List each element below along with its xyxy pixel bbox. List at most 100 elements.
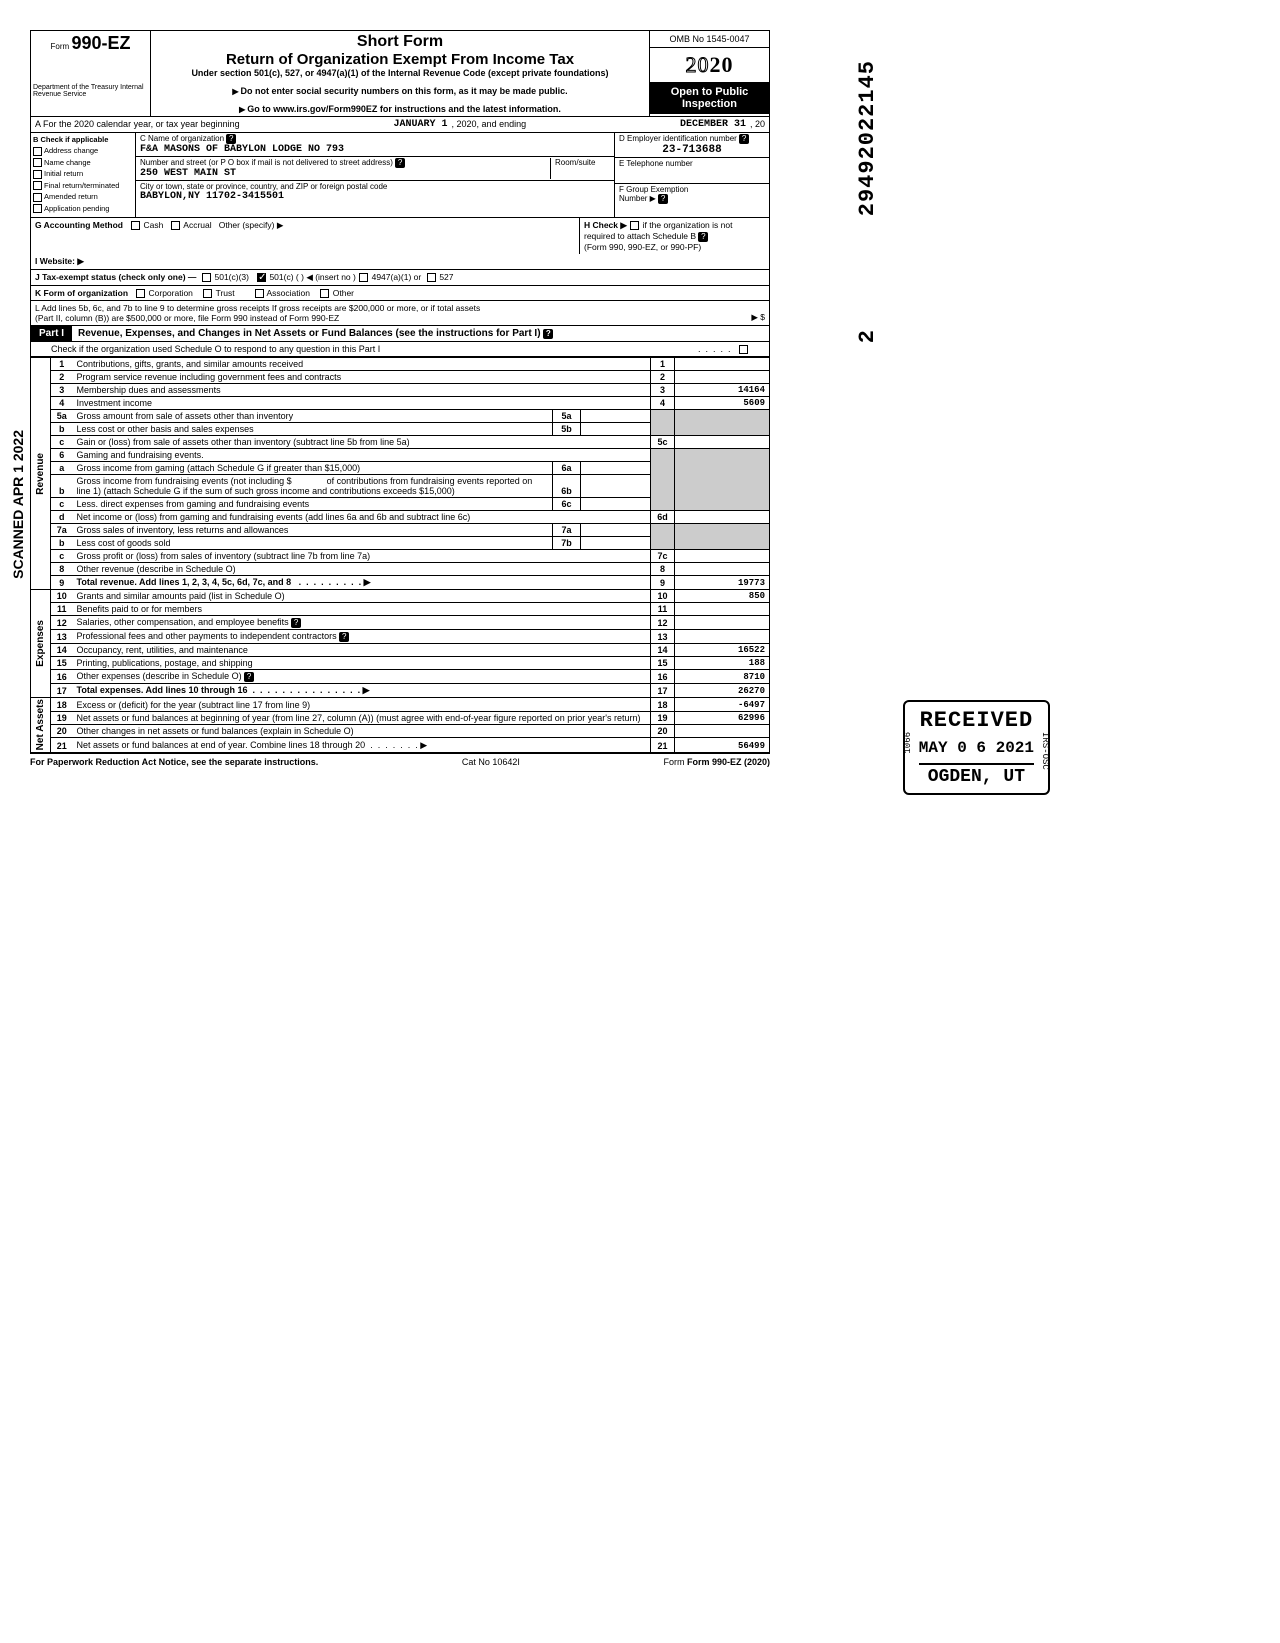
part1-label: Part I bbox=[31, 326, 72, 341]
chk-4947[interactable] bbox=[359, 273, 368, 282]
line-21: 21Net assets or fund balances at end of … bbox=[31, 738, 770, 752]
line-9: 9 Total revenue. Add lines 1, 2, 3, 4, 5… bbox=[31, 576, 770, 590]
warn-ssn: Do not enter social security numbers on … bbox=[241, 86, 568, 96]
warn-url: Go to www.irs.gov/Form990EZ for instruct… bbox=[247, 104, 561, 114]
help-icon[interactable]: ? bbox=[739, 134, 749, 144]
chk-amended-return[interactable] bbox=[33, 193, 42, 202]
line-7c: c Gross profit or (loss) from sales of i… bbox=[31, 550, 770, 563]
chk-501c-checked[interactable] bbox=[257, 273, 266, 282]
chk-name-change[interactable] bbox=[33, 158, 42, 167]
scanned-stamp-vertical: SCANNED APR 1 2022 bbox=[10, 430, 26, 579]
row-i-website: I Website: ▶ bbox=[30, 254, 770, 270]
help-icon[interactable]: ? bbox=[658, 194, 668, 204]
line-2: 2 Program service revenue including gove… bbox=[31, 371, 770, 384]
dept-treasury: Department of the Treasury Internal Reve… bbox=[33, 84, 148, 98]
line-20: 20Other changes in net assets or fund ba… bbox=[31, 724, 770, 737]
header-mid: Short Form Return of Organization Exempt… bbox=[151, 31, 649, 116]
chk-sched-o[interactable] bbox=[739, 345, 748, 354]
arrow-icon bbox=[239, 104, 247, 114]
row-l-amount-arrow: ▶ $ bbox=[751, 312, 765, 323]
line-10: Expenses 10 Grants and similar amounts p… bbox=[31, 590, 770, 603]
section-revenue: Revenue bbox=[35, 453, 46, 495]
chk-address-change[interactable] bbox=[33, 147, 42, 156]
chk-corp[interactable] bbox=[136, 289, 145, 298]
title-short: Short Form bbox=[157, 33, 643, 51]
part1-header: Part I Revenue, Expenses, and Changes in… bbox=[30, 326, 770, 342]
line-11: 11Benefits paid to or for members11 bbox=[31, 603, 770, 616]
line-1: Revenue 1 Contributions, gifts, grants, … bbox=[31, 358, 770, 371]
row-j-tax-exempt: J Tax-exempt status (check only one) — 5… bbox=[30, 270, 770, 286]
title-main: Return of Organization Exempt From Incom… bbox=[157, 51, 643, 68]
schedule-b-check: H Check ▶ if the organization is not req… bbox=[579, 218, 769, 254]
chk-other[interactable] bbox=[320, 289, 329, 298]
chk-assoc[interactable] bbox=[255, 289, 264, 298]
ein: 23-713688 bbox=[619, 144, 765, 156]
col-de: D Employer identification number ? 23-71… bbox=[614, 133, 769, 217]
form-header: Form 990-EZ Department of the Treasury I… bbox=[30, 30, 770, 116]
form-990ez-page: 29492022145 2 SCANNED APR 1 2022 Form 99… bbox=[30, 30, 770, 770]
page-footer: For Paperwork Reduction Act Notice, see … bbox=[30, 753, 770, 770]
line-12: 12Salaries, other compensation, and empl… bbox=[31, 616, 770, 630]
line-15: 15Printing, publications, postage, and s… bbox=[31, 657, 770, 670]
line-14: 14Occupancy, rent, utilities, and mainte… bbox=[31, 644, 770, 657]
line-6a: a Gross income from gaming (attach Sched… bbox=[31, 462, 770, 475]
line-13: 13Professional fees and other payments t… bbox=[31, 630, 770, 644]
end-date: DECEMBER 31 bbox=[680, 119, 746, 130]
tax-year: 2020 bbox=[650, 48, 769, 82]
line-5c: c Gain or (loss) from sale of assets oth… bbox=[31, 436, 770, 449]
col-b-checkboxes: B Check if applicable Address change Nam… bbox=[31, 133, 136, 217]
help-icon[interactable]: ? bbox=[244, 672, 254, 682]
help-icon[interactable]: ? bbox=[698, 232, 708, 242]
help-icon[interactable]: ? bbox=[395, 158, 405, 168]
subtitle: Under section 501(c), 527, or 4947(a)(1)… bbox=[157, 68, 643, 78]
open-to-public: Open to Public Inspection bbox=[650, 82, 769, 114]
arrow-icon bbox=[232, 86, 240, 96]
line-5a: 5a Gross amount from sale of assets othe… bbox=[31, 410, 770, 423]
part1-title: Revenue, Expenses, and Changes in Net As… bbox=[72, 326, 559, 341]
help-icon[interactable]: ? bbox=[339, 632, 349, 642]
chk-sched-b[interactable] bbox=[630, 221, 639, 230]
chk-cash[interactable] bbox=[131, 221, 140, 230]
paperwork-notice: For Paperwork Reduction Act Notice, see … bbox=[30, 757, 318, 767]
form-prefix: Form bbox=[51, 42, 70, 51]
chk-initial-return[interactable] bbox=[33, 170, 42, 179]
row-gh: G Accounting Method Cash Accrual Other (… bbox=[30, 217, 770, 254]
line-7b: b Less cost of goods sold 7b bbox=[31, 537, 770, 550]
help-icon[interactable]: ? bbox=[291, 618, 301, 628]
form-ref: Form Form 990-EZ (2020) bbox=[663, 757, 770, 767]
chk-app-pending[interactable] bbox=[33, 204, 42, 213]
accounting-method: G Accounting Method Cash Accrual Other (… bbox=[31, 218, 579, 254]
begin-date: JANUARY 1 bbox=[394, 119, 448, 130]
line-17: 17Total expenses. Add lines 10 through 1… bbox=[31, 684, 770, 698]
dln-vertical: 29492022145 bbox=[855, 60, 880, 216]
omb-number: OMB No 1545-0047 bbox=[650, 31, 769, 48]
line-6: 6 Gaming and fundraising events. bbox=[31, 449, 770, 462]
header-left: Form 990-EZ Department of the Treasury I… bbox=[31, 31, 151, 116]
line-16: 16Other expenses (describe in Schedule O… bbox=[31, 670, 770, 684]
chk-501c3[interactable] bbox=[202, 273, 211, 282]
chk-527[interactable] bbox=[427, 273, 436, 282]
row-k-form-org: K Form of organization Corporation Trust… bbox=[30, 286, 770, 301]
line-7a: 7a Gross sales of inventory, less return… bbox=[31, 524, 770, 537]
line-6d: d Net income or (loss) from gaming and f… bbox=[31, 511, 770, 524]
help-icon[interactable]: ? bbox=[543, 329, 553, 339]
row-l: L Add lines 5b, 6c, and 7b to line 9 to … bbox=[30, 301, 770, 326]
row-a-tax-year: A For the 2020 calendar year, or tax yea… bbox=[30, 116, 770, 132]
line-6c: c Less. direct expenses from gaming and … bbox=[31, 498, 770, 511]
cat-no: Cat No 10642I bbox=[462, 757, 520, 767]
bcde-block: B Check if applicable Address change Nam… bbox=[30, 132, 770, 217]
form-number: 990-EZ bbox=[71, 33, 130, 53]
part1-table: Revenue 1 Contributions, gifts, grants, … bbox=[30, 357, 770, 752]
dln-vertical-2: 2 bbox=[855, 330, 880, 343]
chk-trust[interactable] bbox=[203, 289, 212, 298]
help-icon[interactable]: ? bbox=[226, 134, 236, 144]
group-exemption: F Group Exemption Number ▶ ? bbox=[615, 184, 769, 210]
chk-accrual[interactable] bbox=[171, 221, 180, 230]
col-c-org-info: C Name of organization ? F&A MASONS OF B… bbox=[136, 133, 614, 217]
line-3: 3 Membership dues and assessments 314164 bbox=[31, 384, 770, 397]
line-5b: b Less cost or other basis and sales exp… bbox=[31, 423, 770, 436]
line-18: Net Assets 18Excess or (deficit) for the… bbox=[31, 698, 770, 711]
chk-final-return[interactable] bbox=[33, 181, 42, 190]
org-street: 250 WEST MAIN ST bbox=[140, 168, 236, 179]
telephone: E Telephone number bbox=[615, 158, 769, 184]
